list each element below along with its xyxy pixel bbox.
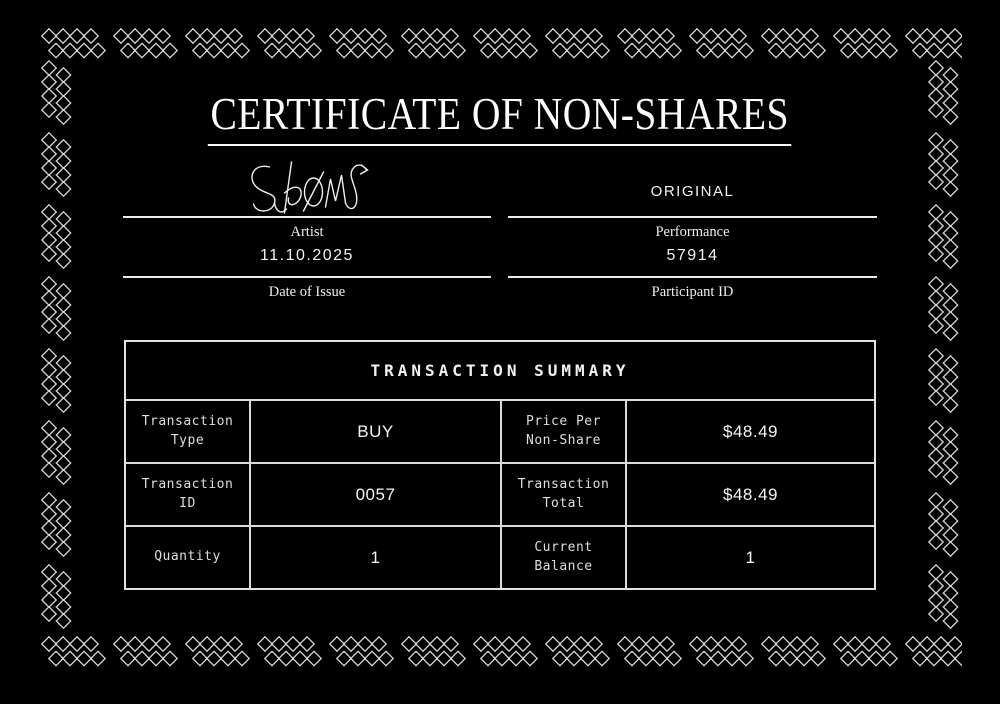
field-column-left: Artist 11.10.2025 Date of Issue (123, 160, 491, 301)
diamond-border-bottom-icon (41, 636, 962, 668)
participant-id-value: 57914 (666, 247, 719, 264)
diamond-border-right-icon (928, 60, 960, 636)
transaction-summary-table: TRANSACTION SUMMARY Transaction Type BUY… (124, 340, 876, 590)
transaction-type-value: BUY (251, 401, 500, 462)
date-of-issue-value: 11.10.2025 (260, 247, 354, 264)
quantity-value: 1 (251, 527, 500, 588)
performance-label: Performance (655, 224, 730, 240)
artist-label: Artist (290, 224, 324, 240)
transaction-total-label: Transaction Total (502, 464, 625, 525)
artist-signature-box (123, 160, 491, 218)
transaction-id-label: Transaction ID (126, 464, 249, 525)
page-title: CERTIFICATE OF NON-SHARES (208, 92, 792, 146)
transaction-total-value: $48.49 (627, 464, 874, 525)
current-balance-value: 1 (627, 527, 874, 588)
diamond-border-left-icon (41, 60, 73, 636)
artist-signature-icon (251, 161, 369, 214)
price-per-non-share-value: $48.49 (627, 401, 874, 462)
date-of-issue-label: Date of Issue (268, 284, 346, 300)
current-balance-label: Current Balance (502, 527, 625, 588)
transaction-type-label: Transaction Type (126, 401, 249, 462)
price-per-non-share-label: Price Per Non-Share (502, 401, 625, 462)
transaction-summary-title: TRANSACTION SUMMARY (126, 342, 874, 401)
transaction-summary-grid: Transaction Type BUY Price Per Non-Share… (126, 401, 874, 588)
diamond-border-top-icon (41, 28, 962, 60)
performance-value: ORIGINAL (650, 183, 735, 200)
participant-id-label: Participant ID (651, 284, 734, 300)
transaction-id-value: 0057 (251, 464, 500, 525)
field-column-right: ORIGINAL Performance 57914 Participant I… (508, 160, 877, 301)
quantity-label: Quantity (126, 527, 249, 588)
